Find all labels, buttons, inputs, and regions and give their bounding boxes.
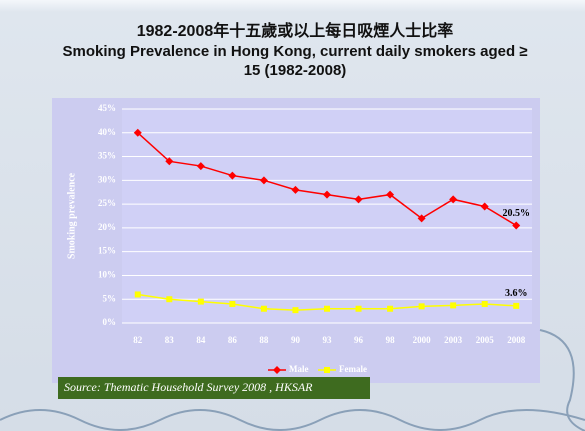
y-tick-label: 10%: [98, 270, 116, 280]
x-tick-label: 86: [228, 335, 238, 345]
chart: Source: Thematic Household Survey 2008 ,…: [0, 0, 585, 431]
x-tick-label: 83: [165, 335, 175, 345]
marker: [356, 306, 362, 312]
y-tick-label: 0%: [103, 317, 117, 327]
x-tick-label: 96: [354, 335, 364, 345]
marker: [482, 301, 488, 307]
y-tick-label: 20%: [98, 222, 116, 232]
legend-marker: [324, 367, 330, 373]
y-tick-label: 40%: [98, 127, 116, 137]
x-tick-label: 98: [386, 335, 396, 345]
x-tick-label: 2000: [413, 335, 432, 345]
source: Source: Thematic Household Survey 2008 ,…: [64, 380, 313, 394]
marker: [324, 306, 330, 312]
marker: [229, 301, 235, 307]
marker: [513, 303, 519, 309]
y-tick-label: 30%: [98, 174, 116, 184]
x-tick-label: 90: [291, 335, 301, 345]
x-tick-label: 88: [259, 335, 269, 345]
x-tick-label: 84: [196, 335, 206, 345]
marker: [387, 306, 393, 312]
marker: [261, 306, 267, 312]
y-tick-label: 15%: [98, 246, 116, 256]
legend-label: Female: [339, 364, 367, 374]
slide: 1982-2008年十五歲或以上每日吸煙人士比率 Smoking Prevale…: [0, 0, 585, 431]
y-axis-label: Smoking prevalence: [66, 172, 77, 259]
x-tick-label: 2003: [444, 335, 463, 345]
marker: [198, 299, 204, 305]
legend-label: Male: [289, 364, 309, 374]
x-tick-label: 82: [133, 335, 143, 345]
marker: [166, 296, 172, 302]
value-label: 20.5%: [502, 208, 530, 219]
y-tick-label: 35%: [98, 151, 116, 161]
y-tick-label: 45%: [98, 103, 116, 113]
y-tick-label: 25%: [98, 198, 116, 208]
x-tick-label: 2008: [507, 335, 526, 345]
marker: [419, 303, 425, 309]
marker: [450, 302, 456, 308]
y-tick-label: 5%: [103, 293, 117, 303]
marker: [135, 291, 141, 297]
marker: [292, 307, 298, 313]
plot-area: [122, 109, 532, 323]
value-label: 3.6%: [505, 288, 528, 299]
x-tick-label: 93: [323, 335, 333, 345]
x-tick-label: 2005: [476, 335, 495, 345]
